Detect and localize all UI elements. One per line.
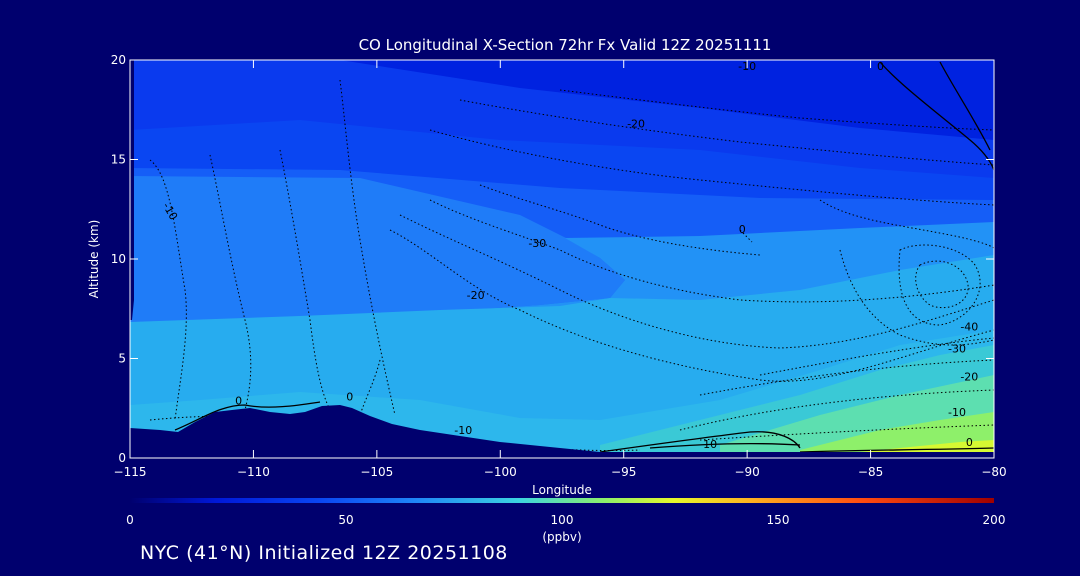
y-axis-label: Altitude (km) xyxy=(87,220,101,299)
contour-label: -10 xyxy=(454,424,472,437)
contour-label: 10 xyxy=(703,438,717,451)
contour-label: 0 xyxy=(966,436,973,449)
x-axis-label: Longitude xyxy=(532,483,592,497)
colorbar-units: (ppbv) xyxy=(542,530,581,544)
footer-caption: NYC (41°N) Initialized 12Z 20251108 xyxy=(140,542,508,564)
left-edge-terrain xyxy=(130,60,134,320)
concentration-field xyxy=(130,60,994,458)
x-tick-label: −95 xyxy=(611,465,636,479)
x-tick-label: −110 xyxy=(237,465,270,479)
contour-label: 0 xyxy=(235,394,242,407)
chart-title: CO Longitudinal X-Section 72hr Fx Valid … xyxy=(359,36,772,54)
colorbar-ticks: 0 50 100 150 200 xyxy=(126,513,1005,527)
contour-label: -30 xyxy=(948,343,966,356)
y-tick-label: 5 xyxy=(118,352,126,366)
colorbar-tick-label: 100 xyxy=(551,513,574,527)
x-tick-label: −105 xyxy=(360,465,393,479)
colorbar xyxy=(130,498,994,503)
contour-label: -20 xyxy=(960,370,978,383)
contour-label: 0 xyxy=(346,390,353,403)
x-tick-label: −90 xyxy=(734,465,759,479)
x-tick-label: −100 xyxy=(484,465,517,479)
contour-label: -20 xyxy=(467,289,485,302)
contour-label: 0 xyxy=(877,60,884,73)
x-tick-label: −85 xyxy=(858,465,883,479)
colorbar-tick-label: 150 xyxy=(767,513,790,527)
band-blue-light xyxy=(130,176,625,322)
colorbar-tick-label: 0 xyxy=(126,513,134,527)
y-tick-label: 0 xyxy=(118,451,126,465)
y-tick-label: 15 xyxy=(111,153,126,167)
terrain xyxy=(130,405,994,458)
x-tick-label: −80 xyxy=(981,465,1006,479)
contour-label: -30 xyxy=(528,237,546,250)
y-tick-label: 10 xyxy=(111,252,126,266)
contour-label: -20 xyxy=(627,118,645,131)
contour-label: 0 xyxy=(739,223,746,236)
colorbar-tick-label: 50 xyxy=(338,513,353,527)
contour-label: -10 xyxy=(738,60,756,73)
contour-label: -40 xyxy=(960,321,978,334)
contour-label: -10 xyxy=(948,406,966,419)
y-axis: 0 5 10 15 20 xyxy=(111,53,994,465)
y-tick-label: 20 xyxy=(111,53,126,67)
colorbar-tick-label: 200 xyxy=(983,513,1006,527)
x-axis: −115 −110 −105 −100 −95 −90 −85 −80 xyxy=(114,60,1007,479)
x-tick-label: −115 xyxy=(114,465,147,479)
